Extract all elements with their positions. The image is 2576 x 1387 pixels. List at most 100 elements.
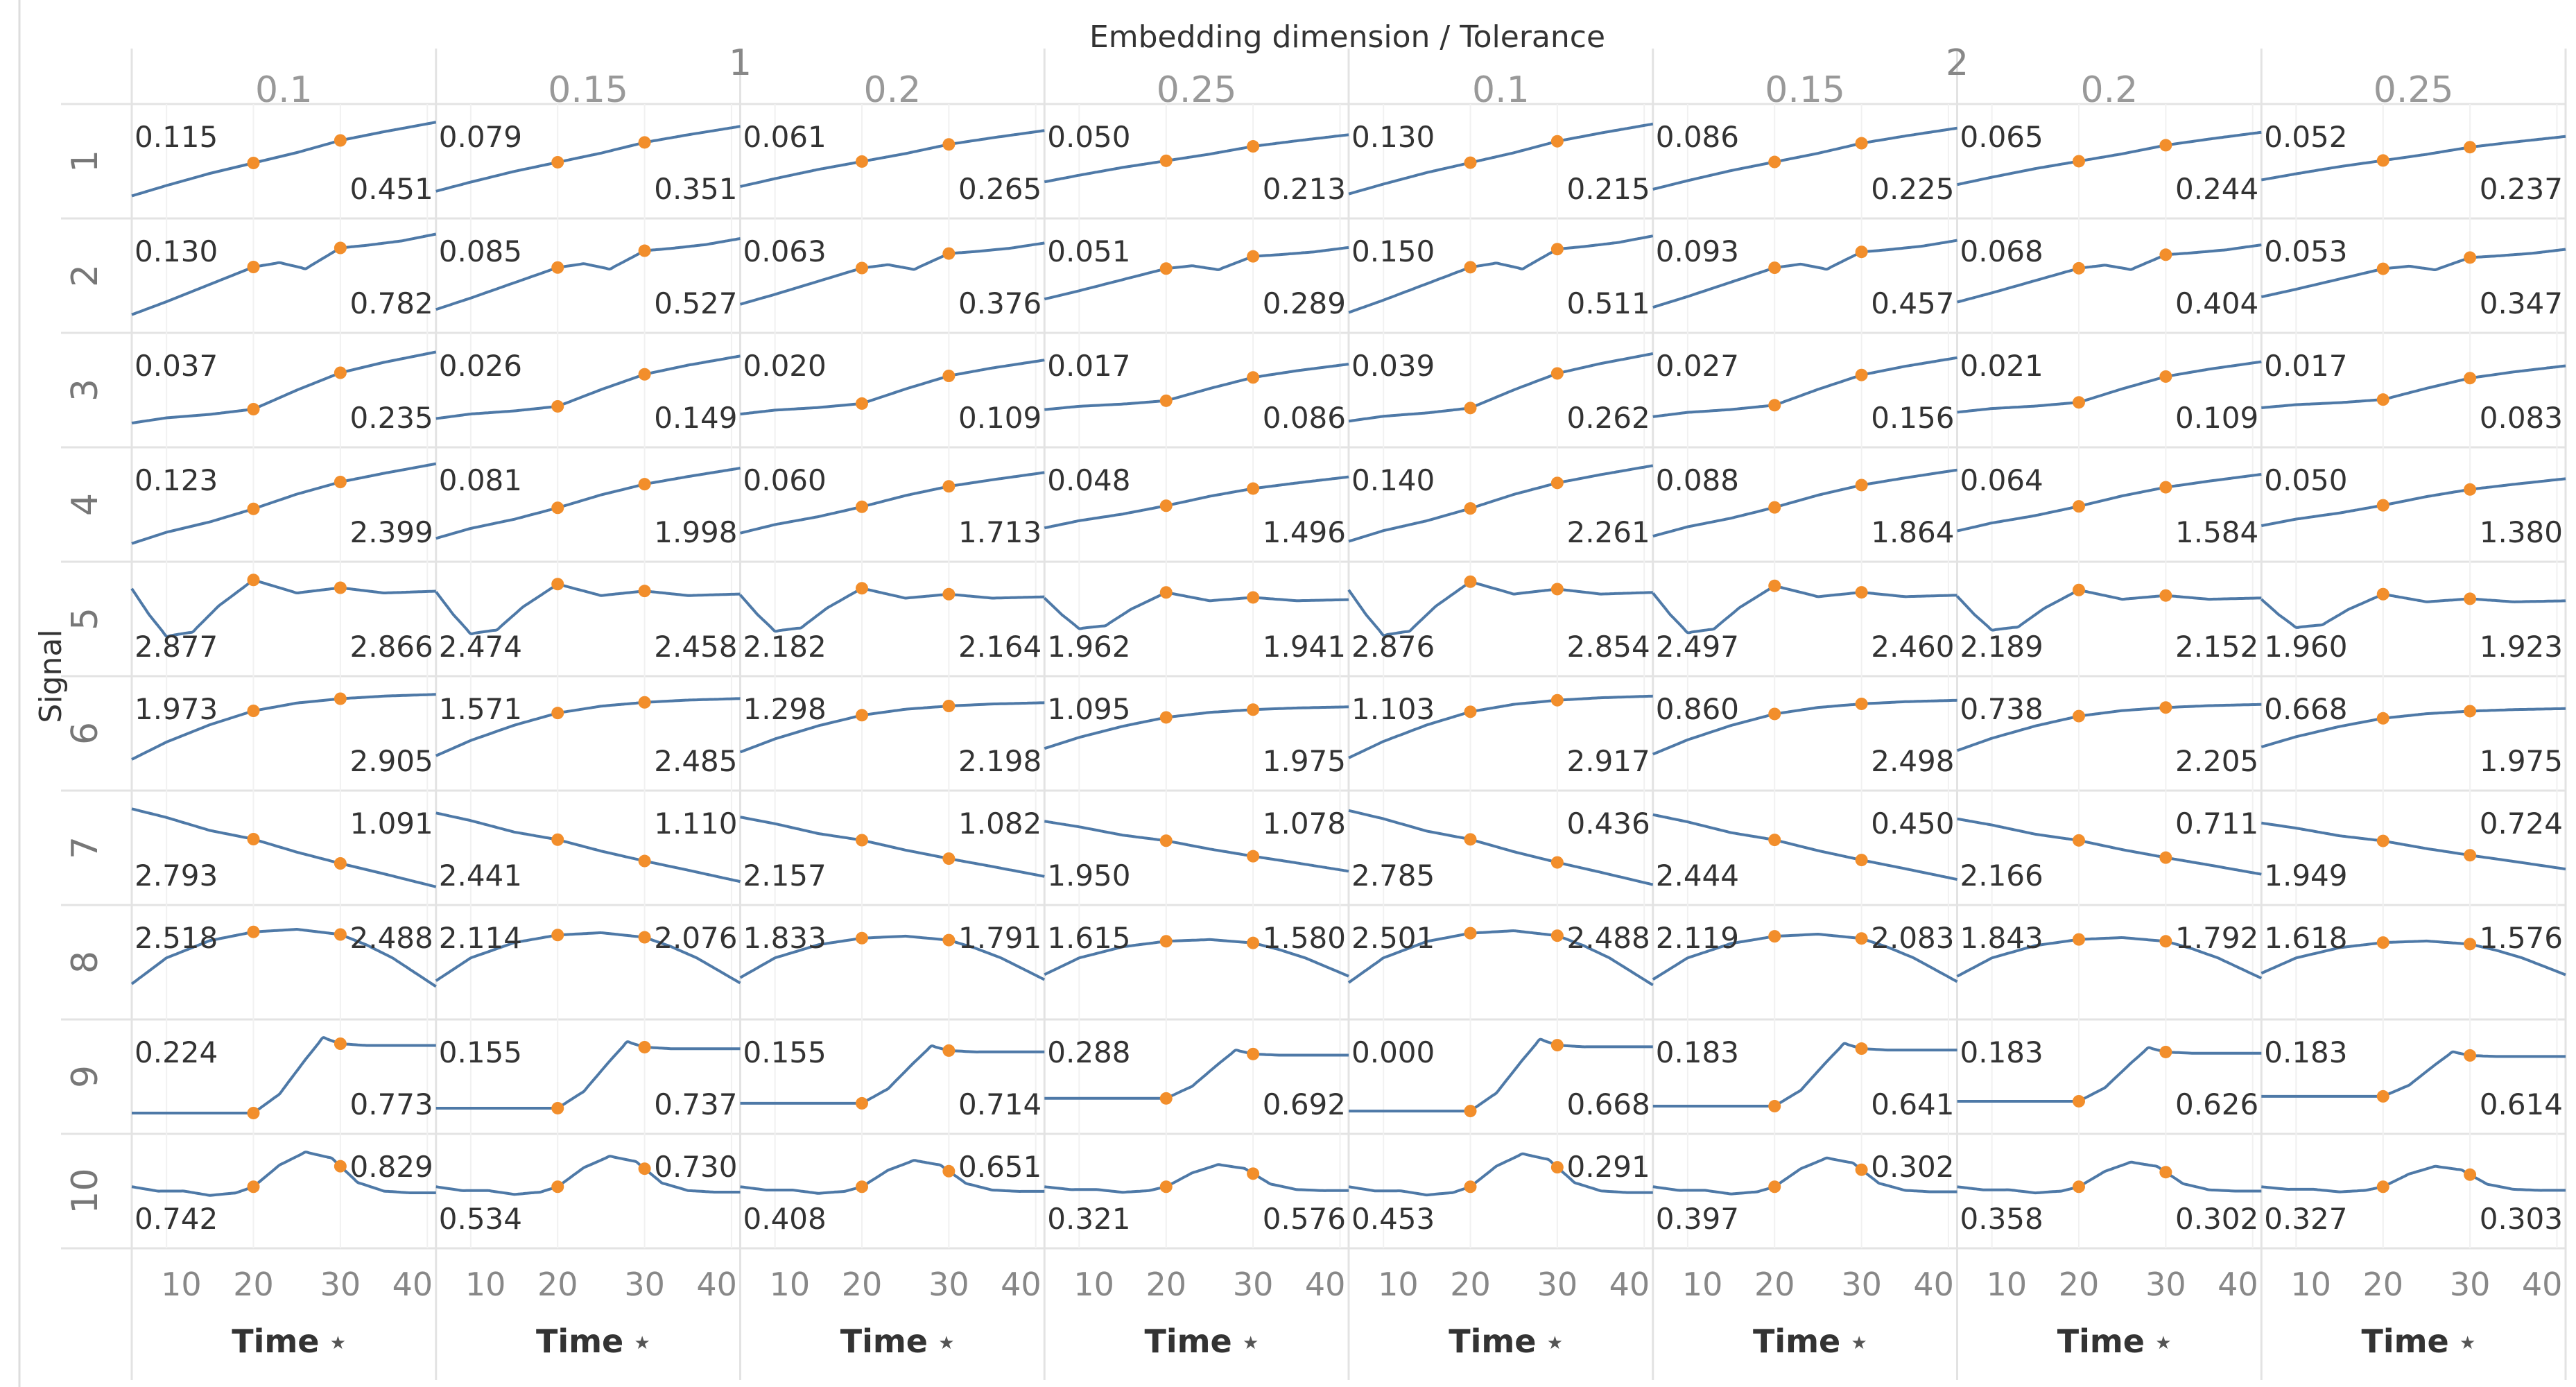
panel-signal-7-col-6: 2.444 0.450 [1652,807,1957,893]
panel-signal-1-col-8: 0.052 0.237 [2261,120,2566,206]
series-end-label: 1.792 [2175,921,2258,955]
series-start-label: 0.048 [1047,463,1130,497]
series-marker [2159,1045,2172,1058]
series-marker [2464,592,2477,605]
panel-signal-7-col-8: 1.949 0.724 [2261,807,2566,893]
series-marker [334,366,347,379]
series-start-label: 0.017 [1047,349,1130,383]
sort-icon: ★ [2460,1333,2475,1354]
signal-row-label: 9 [64,1065,106,1088]
series-marker [1855,586,1868,599]
panel-signal-1-col-2: 0.079 0.351 [435,120,741,206]
series-marker [551,261,564,274]
panel-signal-2-col-7: 0.068 0.404 [1956,234,2262,320]
series-start-label: 0.020 [743,349,827,383]
series-marker [2376,1089,2389,1103]
series-start-label: 2.114 [439,921,522,955]
series-start-label: 0.397 [1656,1202,1739,1236]
signal-row-label: 4 [64,493,106,516]
series-line [1652,356,1957,418]
series-marker [2464,1049,2477,1062]
x-tick-label: 40 [1913,1266,1954,1303]
series-line [1652,468,1957,538]
series-start-label: 0.140 [1351,463,1435,497]
panel-signal-10-col-5: 0.453 0.291 [1348,1150,1653,1236]
series-end-label: 0.724 [2480,807,2563,841]
panel-signal-2-col-4: 0.051 0.289 [1044,234,1349,320]
series-marker [2464,141,2477,154]
embedding-dimension-label: 1 [729,42,752,84]
x-tick-label: 20 [2059,1266,2100,1303]
series-marker [2376,393,2389,406]
series-end-label: 2.261 [1567,515,1650,549]
series-marker [1464,705,1477,718]
series-line [1043,591,1349,630]
series-end-label: 2.083 [1871,921,1954,955]
series-marker [2073,396,2085,409]
series-marker [2073,1180,2085,1194]
series-marker [1550,135,1564,148]
series-marker [638,585,651,598]
panel-signal-4-col-8: 0.050 1.380 [2261,463,2566,549]
x-axis-col-8: 10 20 30 40 Time ★ [2290,1266,2562,1360]
series-marker [2464,705,2477,718]
series-line [131,121,437,198]
sort-icon: ★ [2155,1333,2171,1354]
series-marker [551,707,564,720]
series-start-label: 0.053 [2264,234,2347,268]
series-line [435,583,741,636]
panel-signal-9-col-6: 0.183 0.641 [1652,1035,1957,1121]
x-tick-label: 20 [233,1266,274,1303]
series-marker [2376,262,2389,275]
series-marker [1855,368,1868,381]
series-marker [638,1162,651,1175]
series-start-label: 0.026 [439,349,522,383]
panel-signal-2-col-3: 0.063 0.376 [739,234,1045,320]
series-marker [1247,1047,1260,1060]
series-marker [638,136,651,149]
series-start-label: 0.051 [1047,234,1130,268]
series-marker [334,692,347,705]
series-line [2261,477,2566,528]
series-start-label: 0.039 [1351,349,1435,383]
series-end-label: 0.244 [2175,172,2258,206]
series-marker [638,478,651,491]
series-end-label: 0.109 [2175,401,2258,435]
series-end-label: 0.156 [1871,401,1954,435]
series-start-label: 0.358 [1960,1202,2043,1236]
series-start-label: 0.183 [2264,1035,2347,1069]
x-tick-label: 10 [770,1266,811,1303]
series-start-label: 0.408 [743,1202,827,1236]
panel-signal-10-col-3: 0.408 0.651 [740,1150,1045,1236]
series-marker [1855,1042,1868,1056]
panel-signal-8-col-2: 2.114 2.076 [435,921,741,985]
series-end-label: 2.488 [350,921,433,955]
series-start-label: 0.321 [1047,1202,1130,1236]
x-tick-label: 10 [1682,1266,1723,1303]
series-line [1044,820,1349,873]
series-line [1347,580,1653,637]
sort-icon: ★ [330,1333,346,1354]
series-marker [1550,1161,1564,1174]
panel-signal-3-col-2: 0.026 0.149 [435,349,741,435]
series-marker [551,578,564,591]
sort-icon: ★ [634,1333,650,1354]
series-start-label: 2.444 [1656,859,1739,893]
x-axis-title: Time [1753,1323,1840,1360]
panel-signal-4-col-6: 0.088 1.864 [1652,463,1957,549]
panel-signal-5-col-4: 1.962 1.941 [1043,586,1349,664]
panel-signal-5-col-6: 2.497 2.460 [1652,579,1957,664]
signal-row-label: 1 [64,150,106,173]
series-start-label: 2.441 [439,859,522,893]
series-end-label: 1.864 [1871,515,1954,549]
series-marker [247,574,260,587]
series-end-label: 2.917 [1567,744,1650,778]
series-start-label: 0.037 [135,349,218,383]
panel-signal-7-col-1: 2.793 1.091 [131,807,437,893]
row-axis-title: Signal [33,629,69,723]
x-tick-label: 30 [1233,1266,1274,1303]
panel-signal-6-col-4: 1.095 1.975 [1044,692,1349,778]
series-line [131,693,436,761]
series-line [2261,707,2566,749]
sort-icon: ★ [1547,1333,1563,1354]
